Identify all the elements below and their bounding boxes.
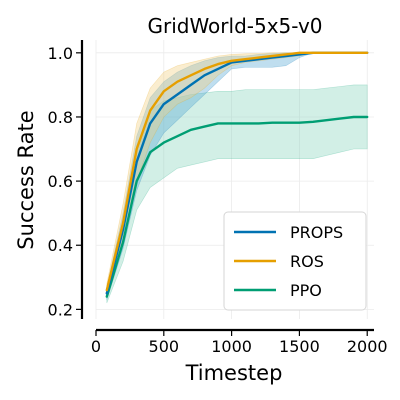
x-axis-ticks: 0 500 1000 1500 2000 <box>91 330 388 356</box>
y-tick-label: 0.6 <box>48 172 73 191</box>
x-tick-label: 0 <box>91 337 101 356</box>
y-tick-label: 1.0 <box>48 44 73 63</box>
x-axis-title: Timestep <box>185 361 283 385</box>
x-tick-label: 1000 <box>211 337 252 356</box>
legend-box <box>223 211 367 311</box>
x-tick-label: 2000 <box>347 337 388 356</box>
legend-label-ros: ROS <box>290 252 324 271</box>
y-tick-label: 0.4 <box>48 236 73 255</box>
legend-label-ppo: PPO <box>290 281 322 300</box>
legend: PROPS ROS PPO <box>223 211 367 311</box>
x-tick-label: 500 <box>149 337 180 356</box>
y-tick-label: 0.2 <box>48 300 73 319</box>
legend-label-props: PROPS <box>290 223 343 242</box>
y-tick-label: 0.8 <box>48 108 73 127</box>
series-line-ros <box>105 51 369 292</box>
series-line-ppo <box>105 115 369 298</box>
series-lines <box>105 51 369 298</box>
y-axis-ticks: 0.2 0.4 0.6 0.8 1.0 <box>48 44 82 319</box>
y-axis-title: Success Rate <box>14 110 38 249</box>
x-tick-label: 1500 <box>279 337 320 356</box>
chart-title: GridWorld-5x5-v0 <box>147 14 322 38</box>
